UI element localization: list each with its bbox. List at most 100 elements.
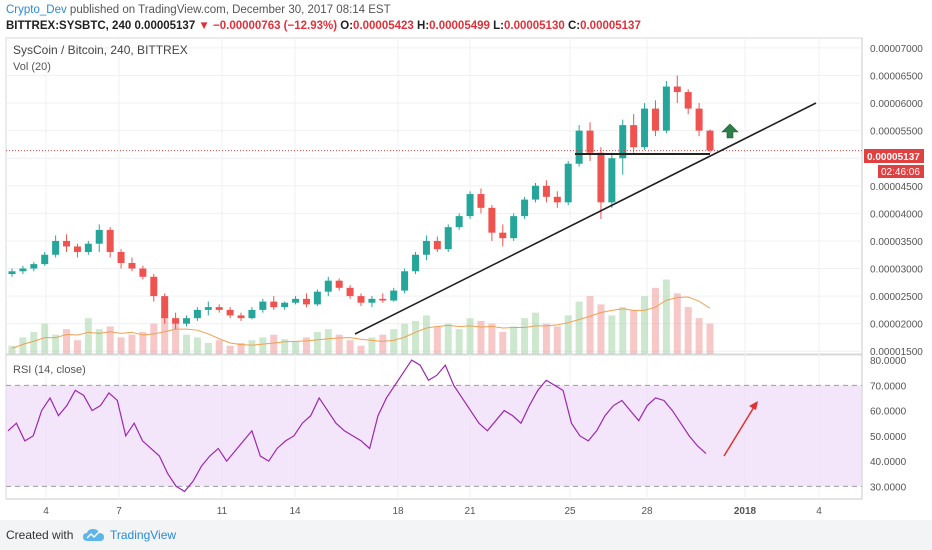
- candle-body: [84, 243, 92, 252]
- tradingview-brand[interactable]: TradingView: [110, 528, 177, 542]
- last-price-tag-label: 0.00005137: [867, 152, 920, 163]
- volume-bar: [150, 323, 158, 354]
- volume-bar: [499, 331, 507, 354]
- candle-body: [422, 240, 430, 255]
- volume-bar: [630, 309, 638, 354]
- candle-body: [128, 263, 136, 269]
- volume-bar: [521, 318, 529, 354]
- candle-body: [215, 307, 223, 310]
- chart-area[interactable]: 0.00001500 0.00002000 0.00002500 0.00003000…: [0, 36, 932, 520]
- candle-body: [564, 163, 572, 203]
- volume-bar: [673, 293, 681, 354]
- volume-bar: [346, 340, 354, 354]
- volume-bar: [302, 337, 310, 354]
- rsi-pane-title: RSI (14, close): [13, 364, 86, 376]
- volume-bar: [84, 318, 92, 354]
- volume-bar: [357, 345, 365, 354]
- volume-bars: [8, 279, 714, 354]
- volume-bar: [608, 315, 616, 354]
- volume-bar: [564, 315, 572, 354]
- volume-bar: [379, 334, 387, 354]
- open-label: O:: [340, 20, 354, 32]
- rsi-axis-labels: 30.0000 40.0000 50.0000 60.0000 70.0000 80.00…: [870, 356, 907, 493]
- low-label: L:: [493, 20, 504, 32]
- candle-body: [684, 92, 692, 109]
- volume-bar: [139, 331, 147, 354]
- author-link[interactable]: Crypto_Dev: [6, 4, 67, 16]
- volume-bar: [193, 337, 201, 354]
- up-arrow-icon[interactable]: [721, 123, 739, 139]
- price-tick-label: 0.00007000: [870, 44, 923, 55]
- candle-body: [641, 108, 649, 148]
- candle-body: [532, 185, 539, 200]
- price-tick-label: 0.00003500: [870, 237, 923, 248]
- candle-body: [510, 216, 518, 239]
- candle-body: [8, 271, 16, 275]
- volume-bar: [422, 315, 430, 354]
- last-price-tag: [864, 149, 924, 163]
- time-tick-label: 28: [641, 506, 653, 517]
- candle-body: [324, 280, 332, 292]
- chart-header: Crypto_Dev published on TradingView.com,…: [6, 2, 926, 36]
- volume-bar: [335, 334, 343, 354]
- rsi-tick-label: 50.0000: [870, 432, 907, 443]
- price-tick-label: 0.00001500: [870, 347, 923, 358]
- volume-bar: [8, 345, 16, 354]
- price-pane[interactable]: [5, 37, 863, 355]
- candle-body: [368, 298, 376, 303]
- candle-body: [521, 199, 529, 217]
- volume-bar: [368, 337, 376, 354]
- footer-bar: Created with TradingView: [0, 520, 932, 550]
- candle-body: [52, 240, 60, 255]
- volume-bar: [259, 337, 267, 354]
- candle-body: [433, 240, 441, 250]
- candle-body: [259, 301, 267, 310]
- time-tick-label: 11: [217, 506, 228, 517]
- volume-bar: [226, 345, 234, 354]
- time-tick-label: 21: [464, 506, 476, 517]
- volume-bar: [117, 337, 125, 354]
- candle-body: [488, 207, 496, 233]
- rsi-tick-label: 80.0000: [870, 356, 907, 367]
- volume-bar: [433, 326, 441, 354]
- time-axis-labels: 4 7 11 14 18 21 25 28 2018 4: [43, 506, 822, 517]
- candle-body: [106, 229, 114, 252]
- volume-bar: [52, 334, 60, 354]
- candle-body: [335, 280, 343, 288]
- candle-body: [73, 246, 81, 252]
- price-tick-label: 0.00003000: [870, 265, 923, 276]
- candle-body: [542, 185, 550, 197]
- volume-bar: [401, 323, 409, 354]
- candle-body: [226, 309, 234, 316]
- volume-bar: [73, 340, 81, 354]
- volume-bar: [510, 326, 518, 354]
- rsi-tick-label: 30.0000: [870, 482, 907, 493]
- candle-body: [477, 194, 485, 208]
- trend-line[interactable]: [354, 102, 817, 335]
- candle-body: [390, 290, 398, 301]
- time-tick-label: 7: [116, 506, 122, 517]
- volume-bar: [651, 287, 659, 354]
- last-price: 0.00005137: [134, 20, 196, 32]
- volume-bar: [444, 323, 452, 354]
- volume-bar: [553, 326, 561, 354]
- volume-bar: [172, 323, 180, 354]
- time-tick-label: 4: [816, 506, 822, 517]
- candle-body: [401, 271, 409, 291]
- candle-body: [193, 309, 201, 319]
- high-value: 0.00005499: [429, 20, 490, 32]
- candle-body: [379, 298, 387, 301]
- candle-body: [237, 315, 245, 319]
- candle-body: [630, 125, 638, 148]
- countdown-tag: [878, 165, 924, 178]
- volume-bar: [466, 318, 474, 354]
- volume-bar: [695, 318, 703, 354]
- rsi-tick-label: 70.0000: [870, 381, 907, 392]
- red-arrow-line[interactable]: [723, 406, 755, 457]
- time-tick-label: 14: [289, 506, 301, 517]
- candle-body: [41, 254, 49, 265]
- candle-body: [161, 296, 169, 319]
- volume-bar: [313, 331, 321, 354]
- red-arrow-icon[interactable]: [749, 401, 758, 410]
- volume-bar: [270, 334, 278, 354]
